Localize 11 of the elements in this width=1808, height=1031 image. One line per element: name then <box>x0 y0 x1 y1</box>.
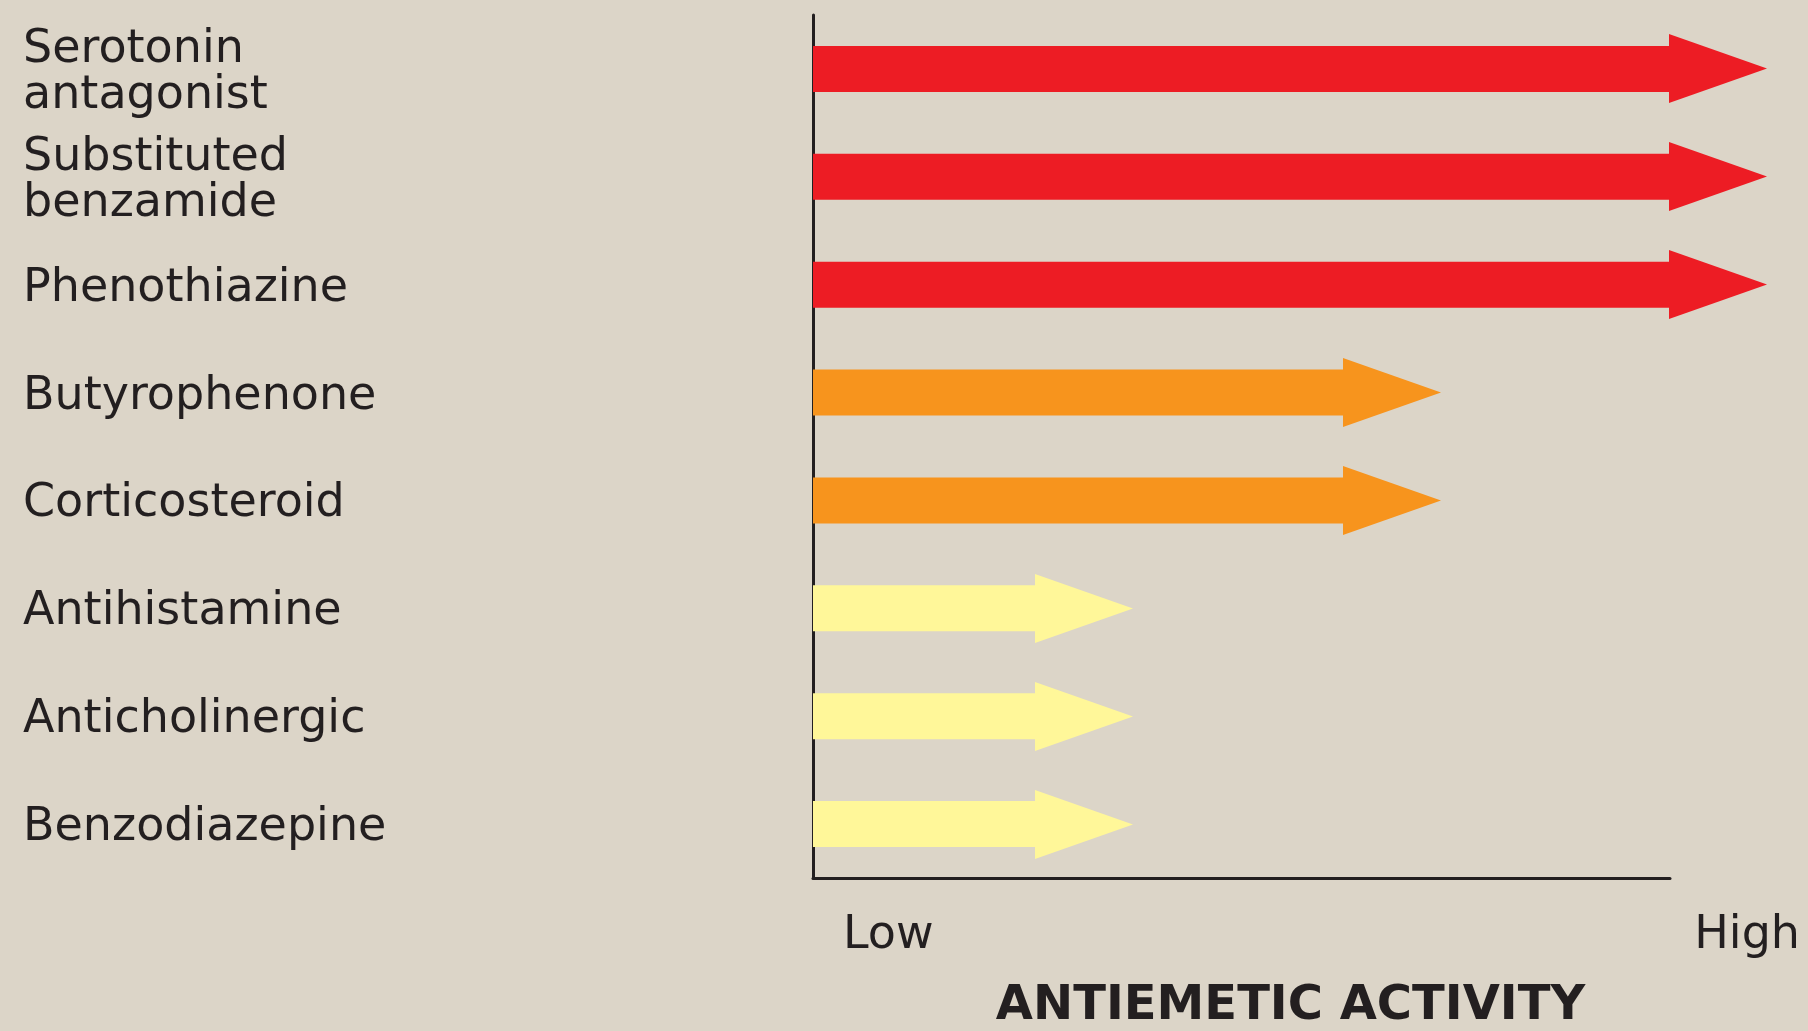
y-tick-label: Benzodiazepine <box>23 797 387 852</box>
y-tick-label: Corticosteroid <box>23 473 345 528</box>
text: Low <box>843 905 934 959</box>
text: High <box>1694 905 1800 959</box>
y-tick-label: Substituted benzamide <box>23 126 303 227</box>
y-tick-label: Serotonin antagonist <box>23 18 268 119</box>
y-tick-label: Butyrophenone <box>23 365 377 420</box>
y-tick-label: Anticholinergic <box>23 689 366 744</box>
y-tick-label: Antihistamine <box>23 581 342 636</box>
x-axis-title: ANTIEMETIC ACTIVITY <box>995 974 1587 1030</box>
y-tick-label: Phenothiazine <box>23 257 349 312</box>
